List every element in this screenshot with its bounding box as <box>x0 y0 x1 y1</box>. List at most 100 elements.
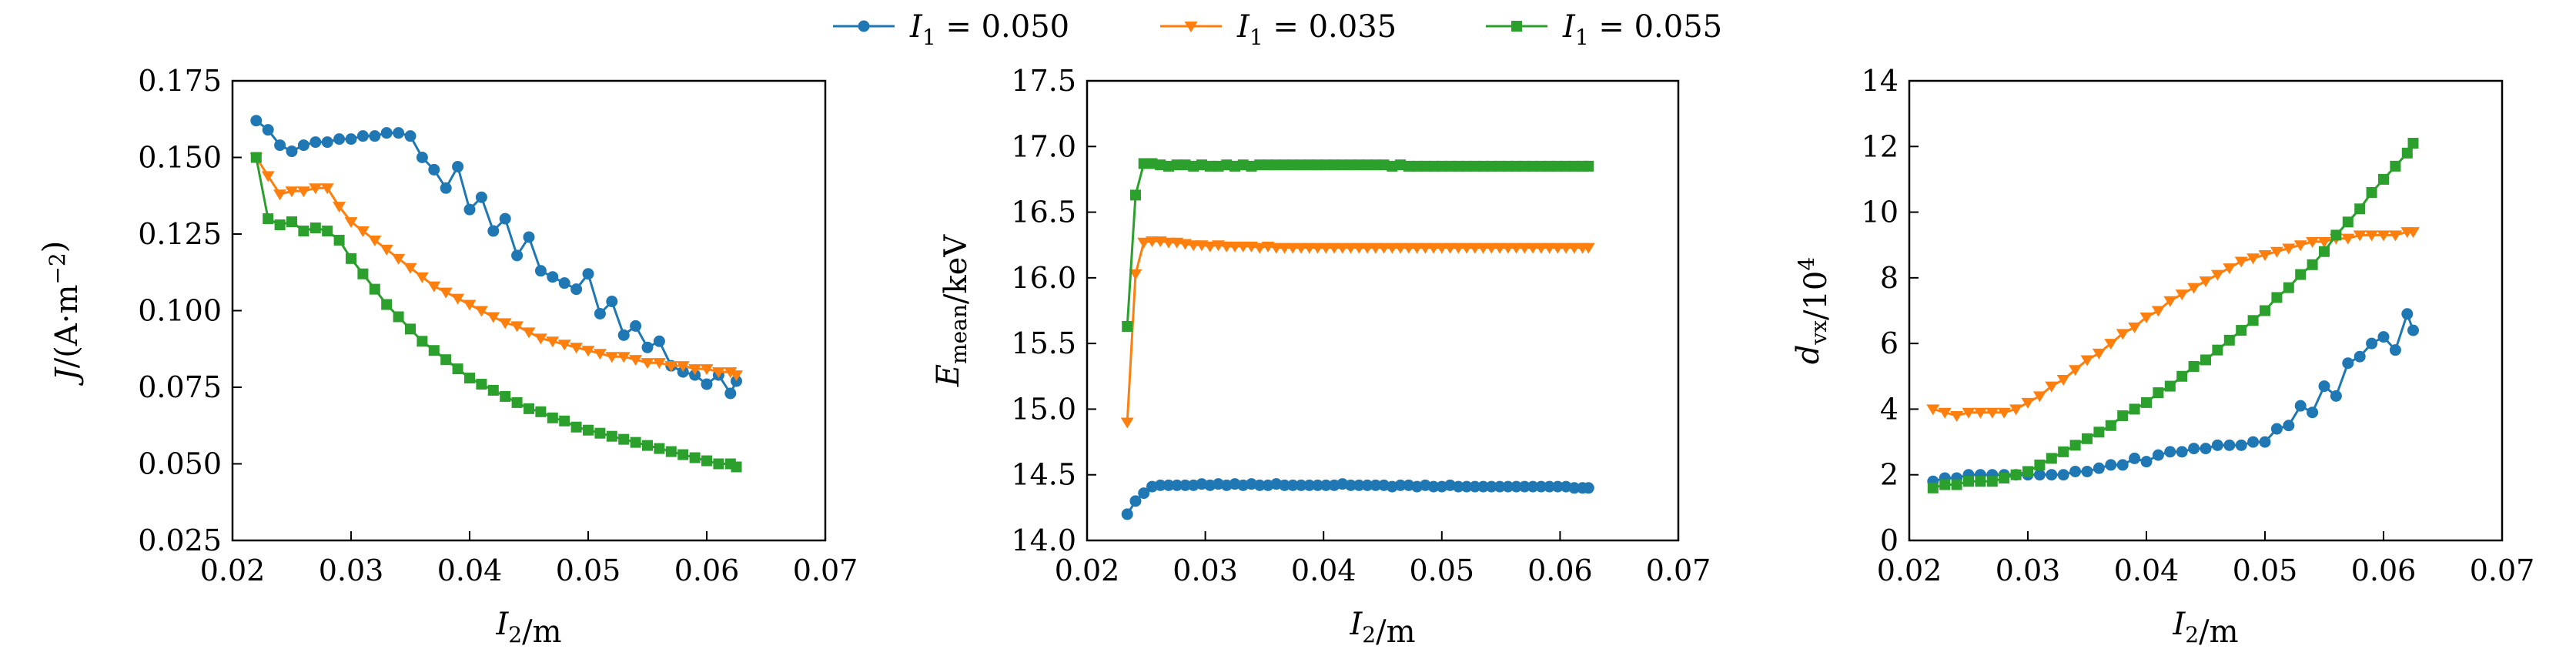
data-point <box>1370 159 1381 171</box>
data-point <box>2164 446 2176 458</box>
data-point <box>2317 236 2331 248</box>
data-point <box>2176 446 2188 458</box>
data-point <box>1129 495 1142 507</box>
data-point <box>1320 479 1332 491</box>
data-point <box>1362 159 1373 171</box>
data-point <box>487 312 500 323</box>
data-point <box>724 367 738 379</box>
axes-frame <box>1086 79 1680 542</box>
data-point <box>1535 160 1547 172</box>
data-point <box>689 452 701 463</box>
data-point <box>1469 160 1480 172</box>
data-point <box>298 226 309 237</box>
data-point <box>333 202 346 213</box>
data-point <box>1393 243 1407 254</box>
data-point <box>2163 296 2177 307</box>
data-point <box>321 136 333 149</box>
y-tick-label: 17.0 <box>1011 129 1076 163</box>
panel-dvx: 0.02 0.03 0.04 0.05 0.06 0.07 0 2 4 6 8 10 12 14 I2/m d… <box>1791 64 2534 650</box>
data-point <box>356 130 369 142</box>
data-point <box>2105 459 2117 471</box>
data-point <box>641 341 654 353</box>
data-point <box>463 299 477 311</box>
data-point <box>1420 160 1431 172</box>
data-point <box>2388 230 2402 242</box>
data-point <box>570 343 584 354</box>
data-point <box>464 373 475 384</box>
data-point <box>1551 243 1564 254</box>
x-tick-label: 0.03 <box>1173 554 1238 587</box>
data-point <box>1263 159 1274 171</box>
data-point <box>1312 159 1323 171</box>
data-point <box>392 253 406 265</box>
legend-label: I1 = 0.035 <box>1236 9 1397 50</box>
data-point <box>2141 396 2152 408</box>
x-tick-label: 0.04 <box>2114 554 2180 587</box>
data-point <box>2354 203 2366 215</box>
data-point <box>2306 236 2320 248</box>
data-point <box>1444 160 1456 172</box>
x-tick-label: 0.03 <box>1996 554 2061 587</box>
series-circle <box>1927 308 2419 487</box>
data-point <box>653 335 665 347</box>
data-point <box>1246 160 1257 172</box>
legend-entry: I1 = 0.035 <box>1160 9 1397 50</box>
data-point <box>701 378 713 390</box>
data-point <box>2260 305 2270 316</box>
data-point <box>1171 479 1183 491</box>
legend-entry: I1 = 0.055 <box>1486 9 1722 50</box>
data-point <box>1535 480 1547 493</box>
data-point <box>1502 480 1514 493</box>
x-tick-label: 0.02 <box>1055 554 1120 587</box>
data-point <box>1501 243 1515 254</box>
data-point <box>1494 160 1506 172</box>
data-point <box>2140 456 2153 468</box>
data-point <box>1179 479 1191 491</box>
data-point <box>452 160 464 172</box>
data-point <box>1228 241 1242 253</box>
data-point <box>346 253 356 264</box>
data-point <box>1337 159 1348 171</box>
y-tick-label: 0 <box>1880 524 1899 557</box>
data-point <box>1486 160 1497 172</box>
data-point <box>731 461 742 473</box>
data-point <box>2082 433 2093 444</box>
data-point <box>1385 243 1399 254</box>
data-point <box>415 272 429 283</box>
data-point <box>1361 479 1373 491</box>
data-point <box>369 130 381 142</box>
y-tick-label: 15.5 <box>1011 326 1076 360</box>
data-point <box>2188 443 2200 455</box>
data-point <box>368 235 382 246</box>
data-point <box>2259 436 2271 448</box>
data-point <box>1352 243 1366 254</box>
data-point <box>451 293 465 305</box>
data-point <box>440 354 452 366</box>
series-circle <box>1121 478 1594 520</box>
data-point <box>2223 334 2235 346</box>
data-point <box>546 336 560 348</box>
data-point <box>2210 269 2224 281</box>
data-point <box>2270 246 2283 258</box>
legend-marker <box>858 20 870 32</box>
data-point <box>1353 479 1365 491</box>
data-point <box>1986 476 1998 487</box>
series-square <box>1122 158 1594 332</box>
x-tick-label: 0.05 <box>1409 554 1474 587</box>
data-point <box>403 263 417 274</box>
data-point <box>605 352 619 363</box>
data-point <box>1552 160 1564 172</box>
data-point <box>250 115 263 127</box>
data-point <box>356 226 370 238</box>
data-point <box>1544 480 1556 493</box>
data-point <box>2116 329 2129 340</box>
data-point <box>498 318 512 330</box>
data-point <box>1203 241 1217 253</box>
data-point <box>557 340 571 351</box>
x-tick-label: 0.06 <box>2351 554 2417 587</box>
data-point <box>1581 243 1595 254</box>
data-point <box>416 152 428 163</box>
data-point <box>297 139 309 152</box>
data-point <box>1236 241 1250 253</box>
data-point <box>369 283 380 295</box>
